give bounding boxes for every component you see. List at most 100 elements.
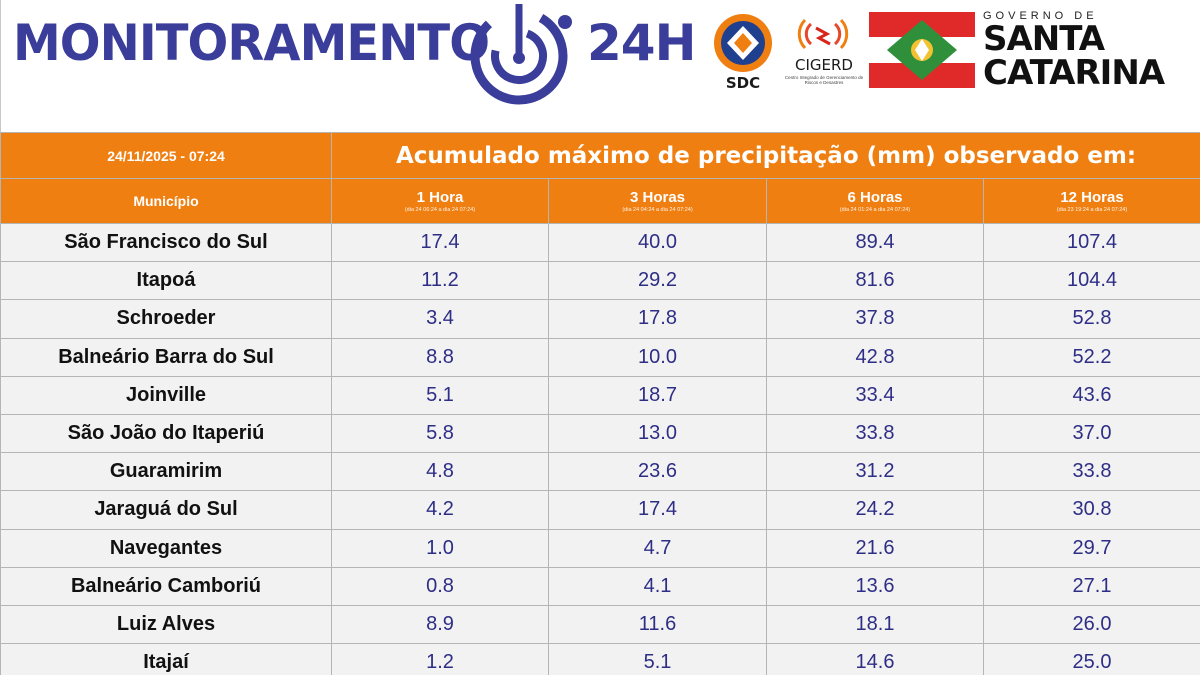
radar-icon bbox=[470, 4, 572, 105]
precip-value-h6: 21.6 bbox=[766, 528, 984, 568]
precip-value-h3: 4.7 bbox=[548, 528, 767, 568]
precip-value-h3: 17.4 bbox=[548, 490, 767, 530]
precip-value-h6: 33.4 bbox=[766, 375, 984, 415]
municipio-name: São João do Itaperiú bbox=[0, 413, 332, 454]
sdc-label: SDC bbox=[725, 74, 761, 92]
column-header-1h: 1 Hora (dia 24 06:24 a dia 24 07:24) bbox=[331, 178, 549, 224]
precip-value-h12: 52.8 bbox=[982, 299, 1200, 339]
precip-value-h12: 25.0 bbox=[982, 643, 1200, 675]
precip-value-h12: 43.6 bbox=[982, 375, 1200, 415]
table-title-row: 24/11/2025 - 07:24 Acumulado máximo de p… bbox=[0, 132, 1200, 179]
santa-catarina-flag-icon bbox=[869, 12, 975, 88]
municipio-name: Schroeder bbox=[0, 299, 332, 339]
table-row: Joinville 5.1 18.7 33.4 43.6 bbox=[0, 375, 1200, 415]
precip-value-h6: 14.6 bbox=[766, 643, 984, 675]
municipio-name: Balneário Camboriú bbox=[0, 566, 332, 606]
municipio-name: Luiz Alves bbox=[0, 604, 332, 645]
precip-value-h6: 89.4 bbox=[766, 222, 984, 263]
precip-value-h12: 33.8 bbox=[982, 452, 1200, 492]
column-range: (dia 23 19:24 a dia 24 07:24) bbox=[1056, 206, 1128, 213]
brand-monitoramento: MONITORAMENTO bbox=[13, 14, 490, 72]
table-row: Itajaí 1.2 5.1 14.6 25.0 bbox=[0, 643, 1200, 675]
column-header-6h: 6 Horas (dia 24 01:24 a dia 24 07:24) bbox=[766, 178, 984, 224]
table-row: Schroeder 3.4 17.8 37.8 52.8 bbox=[0, 299, 1200, 339]
date-time-cell: 24/11/2025 - 07:24 bbox=[0, 132, 332, 179]
precip-value-h12: 37.0 bbox=[982, 413, 1200, 454]
column-header-12h: 12 Horas (dia 23 19:24 a dia 24 07:24) bbox=[982, 178, 1200, 224]
governo-de-label: GOVERNO DE bbox=[983, 10, 1098, 22]
cigerd-subtitle: Centro Integrado de Gerenciamento de Ris… bbox=[784, 75, 864, 85]
precip-value-h12: 104.4 bbox=[982, 261, 1200, 301]
precip-value-h1: 5.8 bbox=[331, 413, 549, 454]
table-row: Balneário Camboriú 0.8 4.1 13.6 27.1 bbox=[0, 566, 1200, 606]
precip-value-h3: 11.6 bbox=[548, 604, 767, 645]
precip-value-h6: 37.8 bbox=[766, 299, 984, 339]
precip-value-h1: 3.4 bbox=[331, 299, 549, 339]
table-row: Balneário Barra do Sul 8.8 10.0 42.8 52.2 bbox=[0, 337, 1200, 377]
precip-value-h1: 8.8 bbox=[331, 337, 549, 377]
precip-value-h12: 29.7 bbox=[982, 528, 1200, 568]
precip-value-h6: 81.6 bbox=[766, 261, 984, 301]
precip-value-h12: 27.1 bbox=[982, 566, 1200, 606]
table-row: Navegantes 1.0 4.7 21.6 29.7 bbox=[0, 528, 1200, 568]
precip-value-h3: 29.2 bbox=[548, 261, 767, 301]
catarina-label: CATARINA bbox=[983, 53, 1165, 93]
santa-label: SANTA bbox=[983, 19, 1105, 59]
municipio-name: Itapoá bbox=[0, 261, 332, 301]
municipio-name: Itajaí bbox=[0, 643, 332, 675]
precip-value-h3: 17.8 bbox=[548, 299, 767, 339]
precip-value-h1: 8.9 bbox=[331, 604, 549, 645]
column-range: (dia 24 01:24 a dia 24 07:24) bbox=[839, 206, 911, 213]
sdc-logo-icon bbox=[714, 14, 772, 72]
precip-value-h1: 1.0 bbox=[331, 528, 549, 568]
precip-value-h3: 18.7 bbox=[548, 375, 767, 415]
precip-value-h1: 1.2 bbox=[331, 643, 549, 675]
table-row: Jaraguá do Sul 4.2 17.4 24.2 30.8 bbox=[0, 490, 1200, 530]
column-label: 3 Horas bbox=[629, 188, 686, 206]
precip-value-h6: 13.6 bbox=[766, 566, 984, 606]
precip-value-h12: 26.0 bbox=[982, 604, 1200, 645]
table-title: Acumulado máximo de precipitação (mm) ob… bbox=[330, 132, 1200, 179]
column-header-row: Município 1 Hora (dia 24 06:24 a dia 24 … bbox=[0, 178, 1200, 224]
column-label: 1 Hora bbox=[416, 188, 464, 206]
precip-value-h1: 4.2 bbox=[331, 490, 549, 530]
precip-value-h1: 11.2 bbox=[331, 261, 549, 301]
precip-value-h1: 4.8 bbox=[331, 452, 549, 492]
cigerd-logo-icon bbox=[797, 18, 849, 50]
municipio-name: Navegantes bbox=[0, 528, 332, 568]
column-range: (dia 24 04:24 a dia 24 07:24) bbox=[622, 206, 693, 213]
precip-value-h3: 23.6 bbox=[548, 452, 767, 492]
municipio-name: Joinville bbox=[0, 375, 332, 415]
table-row: Guaramirim 4.8 23.6 31.2 33.8 bbox=[0, 452, 1200, 492]
header-banner: MONITORAMENTO 24H SDC CIGERD Centro Inte… bbox=[0, 0, 1200, 132]
precip-value-h6: 42.8 bbox=[766, 337, 984, 377]
precip-value-h3: 13.0 bbox=[548, 413, 767, 454]
column-range: (dia 24 06:24 a dia 24 07:24) bbox=[404, 206, 476, 213]
municipio-name: Balneário Barra do Sul bbox=[0, 337, 332, 377]
cigerd-label: CIGERD bbox=[795, 56, 853, 74]
column-header-3h: 3 Horas (dia 24 04:24 a dia 24 07:24) bbox=[548, 178, 767, 224]
municipio-name: São Francisco do Sul bbox=[0, 222, 332, 263]
precip-value-h1: 17.4 bbox=[331, 222, 549, 263]
table-row: São João do Itaperiú 5.8 13.0 33.8 37.0 bbox=[0, 413, 1200, 454]
precip-value-h1: 0.8 bbox=[331, 566, 549, 606]
table-row: Itapoá 11.2 29.2 81.6 104.4 bbox=[0, 261, 1200, 301]
precip-value-h3: 5.1 bbox=[548, 643, 767, 675]
precip-value-h3: 10.0 bbox=[548, 337, 767, 377]
table-row: Luiz Alves 8.9 11.6 18.1 26.0 bbox=[0, 604, 1200, 645]
precip-value-h1: 5.1 bbox=[331, 375, 549, 415]
column-label: 12 Horas bbox=[1060, 188, 1124, 206]
precip-value-h3: 4.1 bbox=[548, 566, 767, 606]
municipio-name: Jaraguá do Sul bbox=[0, 490, 332, 530]
table-row: São Francisco do Sul 17.4 40.0 89.4 107.4 bbox=[0, 222, 1200, 263]
brand-24h: 24H bbox=[587, 14, 696, 72]
precip-value-h6: 24.2 bbox=[766, 490, 984, 530]
precip-value-h6: 18.1 bbox=[766, 604, 984, 645]
municipio-name: Guaramirim bbox=[0, 452, 332, 492]
precip-value-h12: 52.2 bbox=[982, 337, 1200, 377]
precip-value-h12: 30.8 bbox=[982, 490, 1200, 530]
precip-value-h6: 33.8 bbox=[766, 413, 984, 454]
precipitation-table: 24/11/2025 - 07:24 Acumulado máximo de p… bbox=[0, 132, 1200, 675]
column-label: 6 Horas bbox=[847, 188, 903, 206]
municipio-header: Município bbox=[0, 178, 332, 224]
